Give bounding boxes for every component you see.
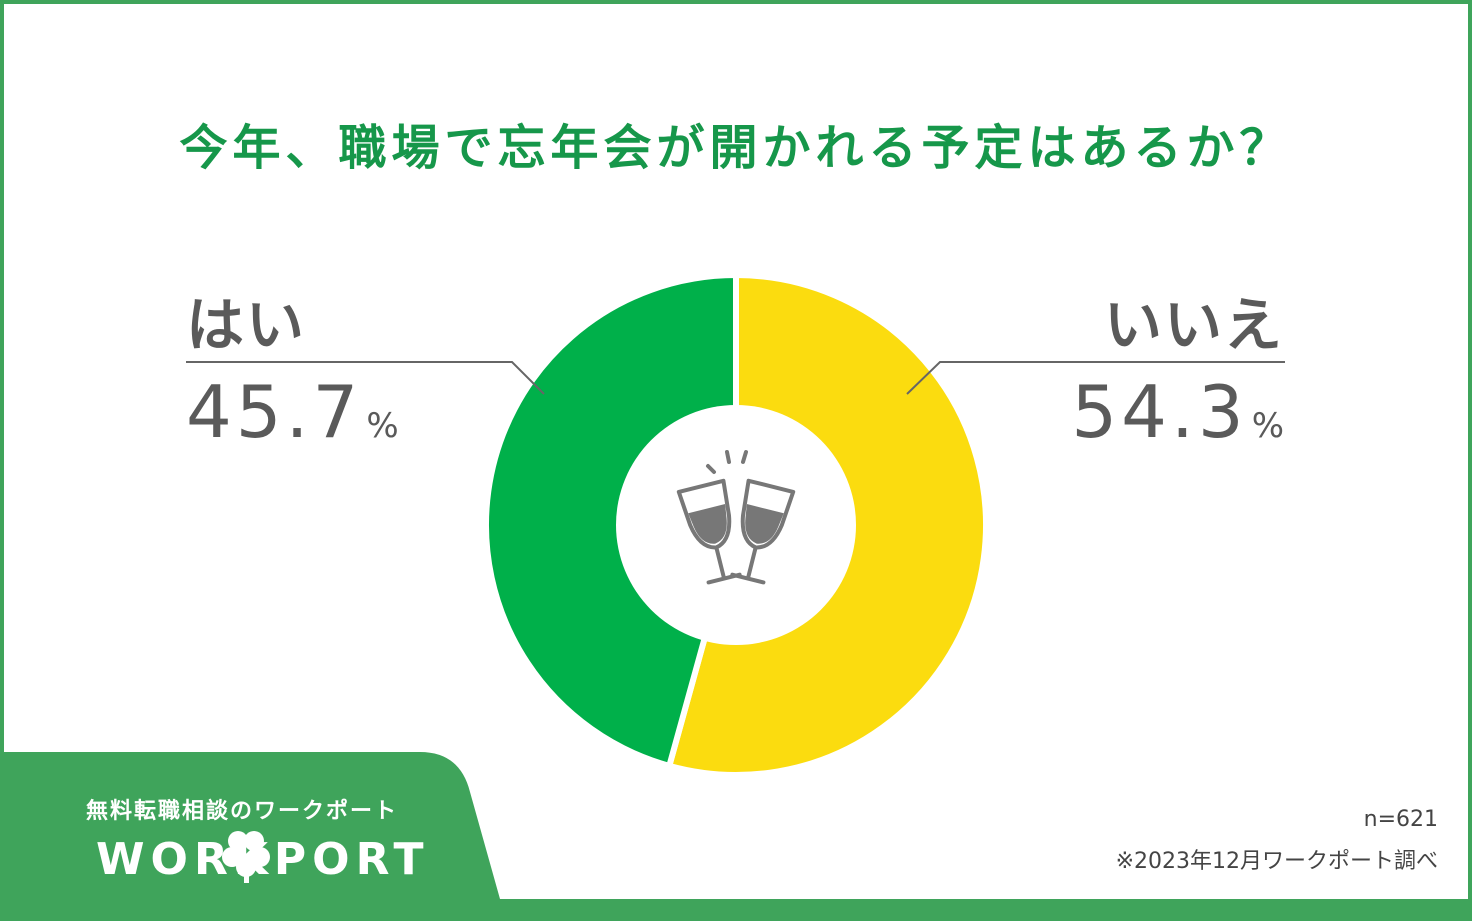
yes-leader-line <box>186 361 545 395</box>
brand-panel <box>0 752 500 899</box>
donut-hole <box>616 405 856 645</box>
no-value: 54.3% <box>1071 370 1284 454</box>
brand-logo-text: WORKPORT <box>96 834 430 885</box>
wine-glasses-toast-icon <box>676 450 796 585</box>
source-note: ※2023年12月ワークポート調べ <box>1115 849 1438 874</box>
chart-title: 今年、職場で忘年会が開かれる予定はあるか？ <box>179 120 1293 176</box>
no-leader-line <box>906 361 1285 395</box>
sample-size: n=621 <box>1363 807 1438 832</box>
brand-tagline: 無料転職相談のワークポート <box>86 799 399 824</box>
slice-yes <box>483 271 739 770</box>
clover-icon <box>222 831 270 883</box>
yes-label: はい <box>186 291 307 359</box>
yes-value: 45.7% <box>186 370 399 454</box>
no-label: いいえ <box>1103 291 1284 359</box>
